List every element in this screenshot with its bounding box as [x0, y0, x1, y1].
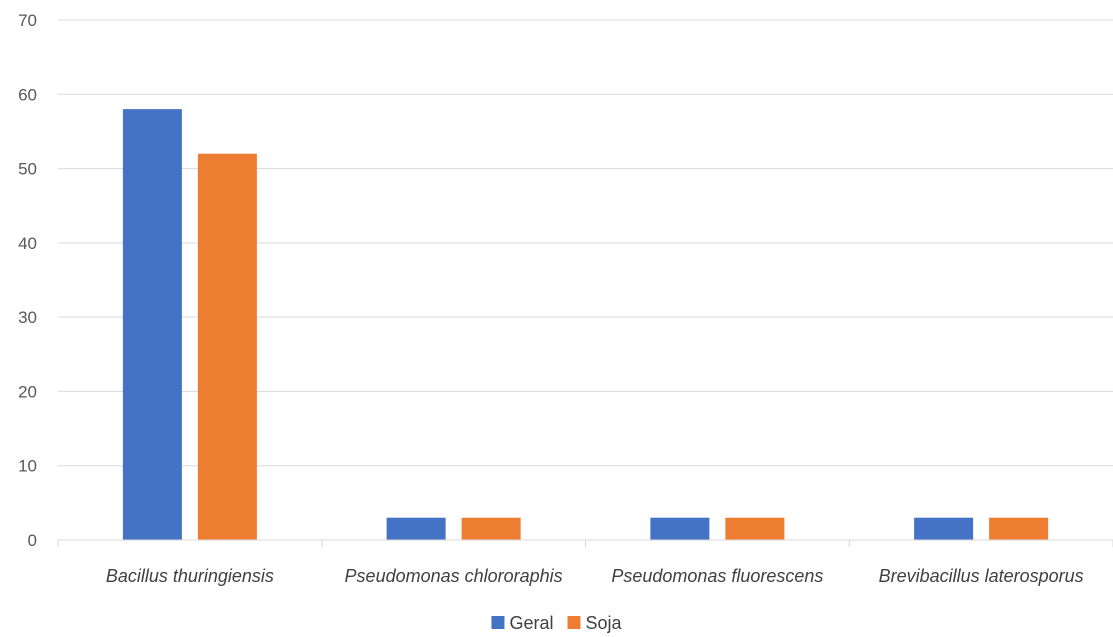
bar-geral-1 [386, 517, 446, 540]
bar-soja-3 [989, 517, 1049, 540]
bar-soja-0 [197, 153, 257, 540]
bar-soja-2 [725, 517, 785, 540]
y-tick-label: 20 [18, 382, 37, 401]
x-axis-tick-marks [57, 540, 1113, 547]
legend-label-geral: Geral [509, 613, 553, 633]
y-tick-label: 50 [18, 160, 37, 179]
bar-geral-3 [914, 517, 974, 540]
y-tick-label: 40 [18, 234, 37, 253]
bar-geral-2 [650, 517, 710, 540]
legend-swatch-geral [491, 616, 505, 629]
y-axis-tick-labels: 0 10 20 30 40 50 60 70 [18, 11, 37, 550]
x-category-label: Brevibacillus laterosporus [879, 566, 1084, 586]
y-tick-label: 0 [28, 531, 37, 550]
y-tick-label: 30 [18, 308, 37, 327]
bars [122, 109, 1049, 541]
y-tick-label: 60 [18, 85, 37, 104]
x-category-label: Pseudomonas chlororaphis [345, 566, 563, 586]
x-axis-category-labels: Bacillus thuringiensis Pseudomonas chloro… [106, 566, 1084, 586]
legend: Geral Soja [491, 613, 623, 633]
legend-label-soja: Soja [585, 613, 622, 633]
legend-swatch-soja [567, 616, 581, 629]
y-tick-label: 70 [18, 11, 37, 30]
bar-soja-1 [461, 517, 521, 540]
x-category-label: Pseudomonas fluorescens [611, 566, 823, 586]
y-tick-label: 10 [18, 457, 37, 476]
x-category-label: Bacillus thuringiensis [106, 566, 274, 586]
bar-geral-0 [122, 109, 182, 541]
